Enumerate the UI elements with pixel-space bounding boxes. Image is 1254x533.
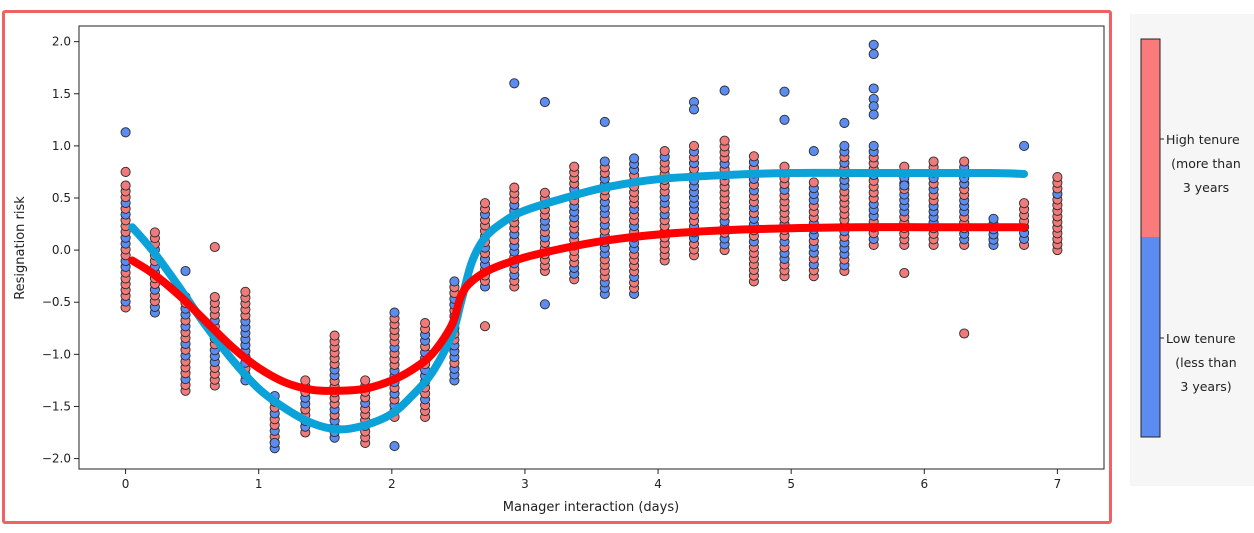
low-tenure-point — [719, 85, 730, 96]
low-tenure-point — [599, 156, 610, 167]
low-tenure-point — [808, 146, 819, 157]
x-tick-label: 5 — [787, 477, 795, 491]
low-tenure-point — [389, 441, 400, 452]
low-tenure-point — [868, 109, 879, 120]
x-tick-label: 2 — [388, 477, 396, 491]
high-tenure-point — [329, 330, 340, 341]
trend-curves — [128, 168, 1029, 434]
low-tenure-point — [868, 39, 879, 50]
low-tenure-point — [839, 117, 850, 128]
colorbar-high-segment — [1141, 39, 1160, 237]
colorbar-low-segment — [1141, 237, 1160, 437]
low-tenure-point — [599, 116, 610, 127]
y-tick-label: 1.0 — [52, 139, 71, 153]
low-tenure-point — [180, 265, 191, 277]
high-tenure-point — [209, 291, 220, 303]
colorbar-label-low: Low tenure — [1166, 331, 1236, 346]
high-tenure-point — [569, 161, 580, 172]
y-tick-label: 1.5 — [52, 87, 71, 101]
high-tenure-point — [149, 227, 160, 238]
colorbar: High tenure (more than 3 years Low tenure (l… — [1140, 38, 1241, 438]
low-tenure-point — [449, 276, 460, 287]
high-tenure-point — [479, 198, 491, 209]
high-tenure-point — [120, 166, 131, 177]
low-tenure-point — [509, 78, 520, 89]
high-tenure-point — [1019, 198, 1030, 209]
y-tick-label: 2.0 — [52, 35, 71, 49]
y-tick-label: −2.0 — [42, 452, 71, 466]
high-tenure-point — [1052, 172, 1063, 183]
high-tenure-point — [240, 286, 251, 297]
colorbar-label-high: High tenure — [1166, 132, 1240, 147]
x-tick-label: 7 — [1054, 477, 1062, 491]
low-tenure-point — [839, 140, 850, 151]
y-axis: 2.0 1.5 1.0 0.5 0.0 −0.5 −1.0 −1.5 −2.0 — [42, 35, 79, 466]
low-tenure-point — [988, 213, 999, 224]
low-tenure-point — [629, 153, 640, 164]
low-tenure-point — [120, 127, 131, 138]
high-tenure-point — [209, 241, 220, 253]
colorbar-label-high: (more than — [1171, 156, 1241, 171]
high-tenure-point — [509, 182, 520, 193]
high-tenure-curve — [128, 223, 1029, 395]
low-tenure-point — [1019, 140, 1030, 151]
x-tick-label: 3 — [521, 477, 529, 491]
high-tenure-point — [479, 321, 491, 332]
high-tenure-point — [719, 135, 730, 146]
high-tenure-point — [959, 156, 970, 167]
high-tenure-point — [899, 267, 910, 279]
low-tenure-point — [868, 101, 879, 112]
low-tenure-point — [868, 140, 879, 151]
low-tenure-point — [389, 307, 400, 318]
high-tenure-point — [659, 146, 670, 157]
y-tick-label: −1.5 — [42, 399, 71, 413]
low-tenure-point — [868, 83, 879, 94]
low-tenure-point — [539, 299, 550, 310]
high-tenure-point — [360, 375, 371, 386]
y-tick-label: −0.5 — [42, 295, 71, 309]
low-tenure-point — [688, 104, 700, 115]
colorbar-label-high: 3 years — [1183, 180, 1229, 195]
high-tenure-point — [959, 328, 970, 339]
low-tenure-point — [269, 437, 280, 448]
high-tenure-point — [928, 156, 939, 167]
y-tick-label: −1.0 — [42, 347, 71, 361]
low-tenure-point — [779, 114, 790, 125]
plot-area-border — [78, 25, 1105, 470]
low-tenure-point — [899, 180, 910, 191]
x-axis: 0 1 2 3 4 5 6 7 — [122, 469, 1061, 491]
x-tick-label: 1 — [255, 477, 263, 491]
low-tenure-point — [868, 49, 879, 60]
y-tick-label: 0.5 — [52, 191, 71, 205]
high-tenure-point — [420, 318, 431, 329]
low-tenure-point — [539, 97, 550, 108]
x-axis-label: Manager interaction (days) — [503, 500, 679, 515]
x-tick-label: 4 — [654, 477, 662, 491]
high-tenure-point — [808, 177, 819, 188]
high-tenure-point — [120, 180, 131, 191]
high-tenure-point — [748, 151, 759, 162]
x-tick-label: 0 — [122, 477, 130, 491]
y-axis-label: Resignation risk — [13, 196, 28, 300]
colorbar-border — [1140, 38, 1161, 438]
high-tenure-point — [300, 375, 311, 386]
colorbar-label-low: 3 years) — [1180, 379, 1231, 394]
y-tick-label: 0.0 — [52, 243, 71, 257]
colorbar-label-low: (less than — [1175, 355, 1236, 370]
x-tick-label: 6 — [920, 477, 928, 491]
low-tenure-point — [779, 86, 790, 97]
high-tenure-point — [539, 187, 550, 198]
high-tenure-point — [688, 140, 700, 151]
